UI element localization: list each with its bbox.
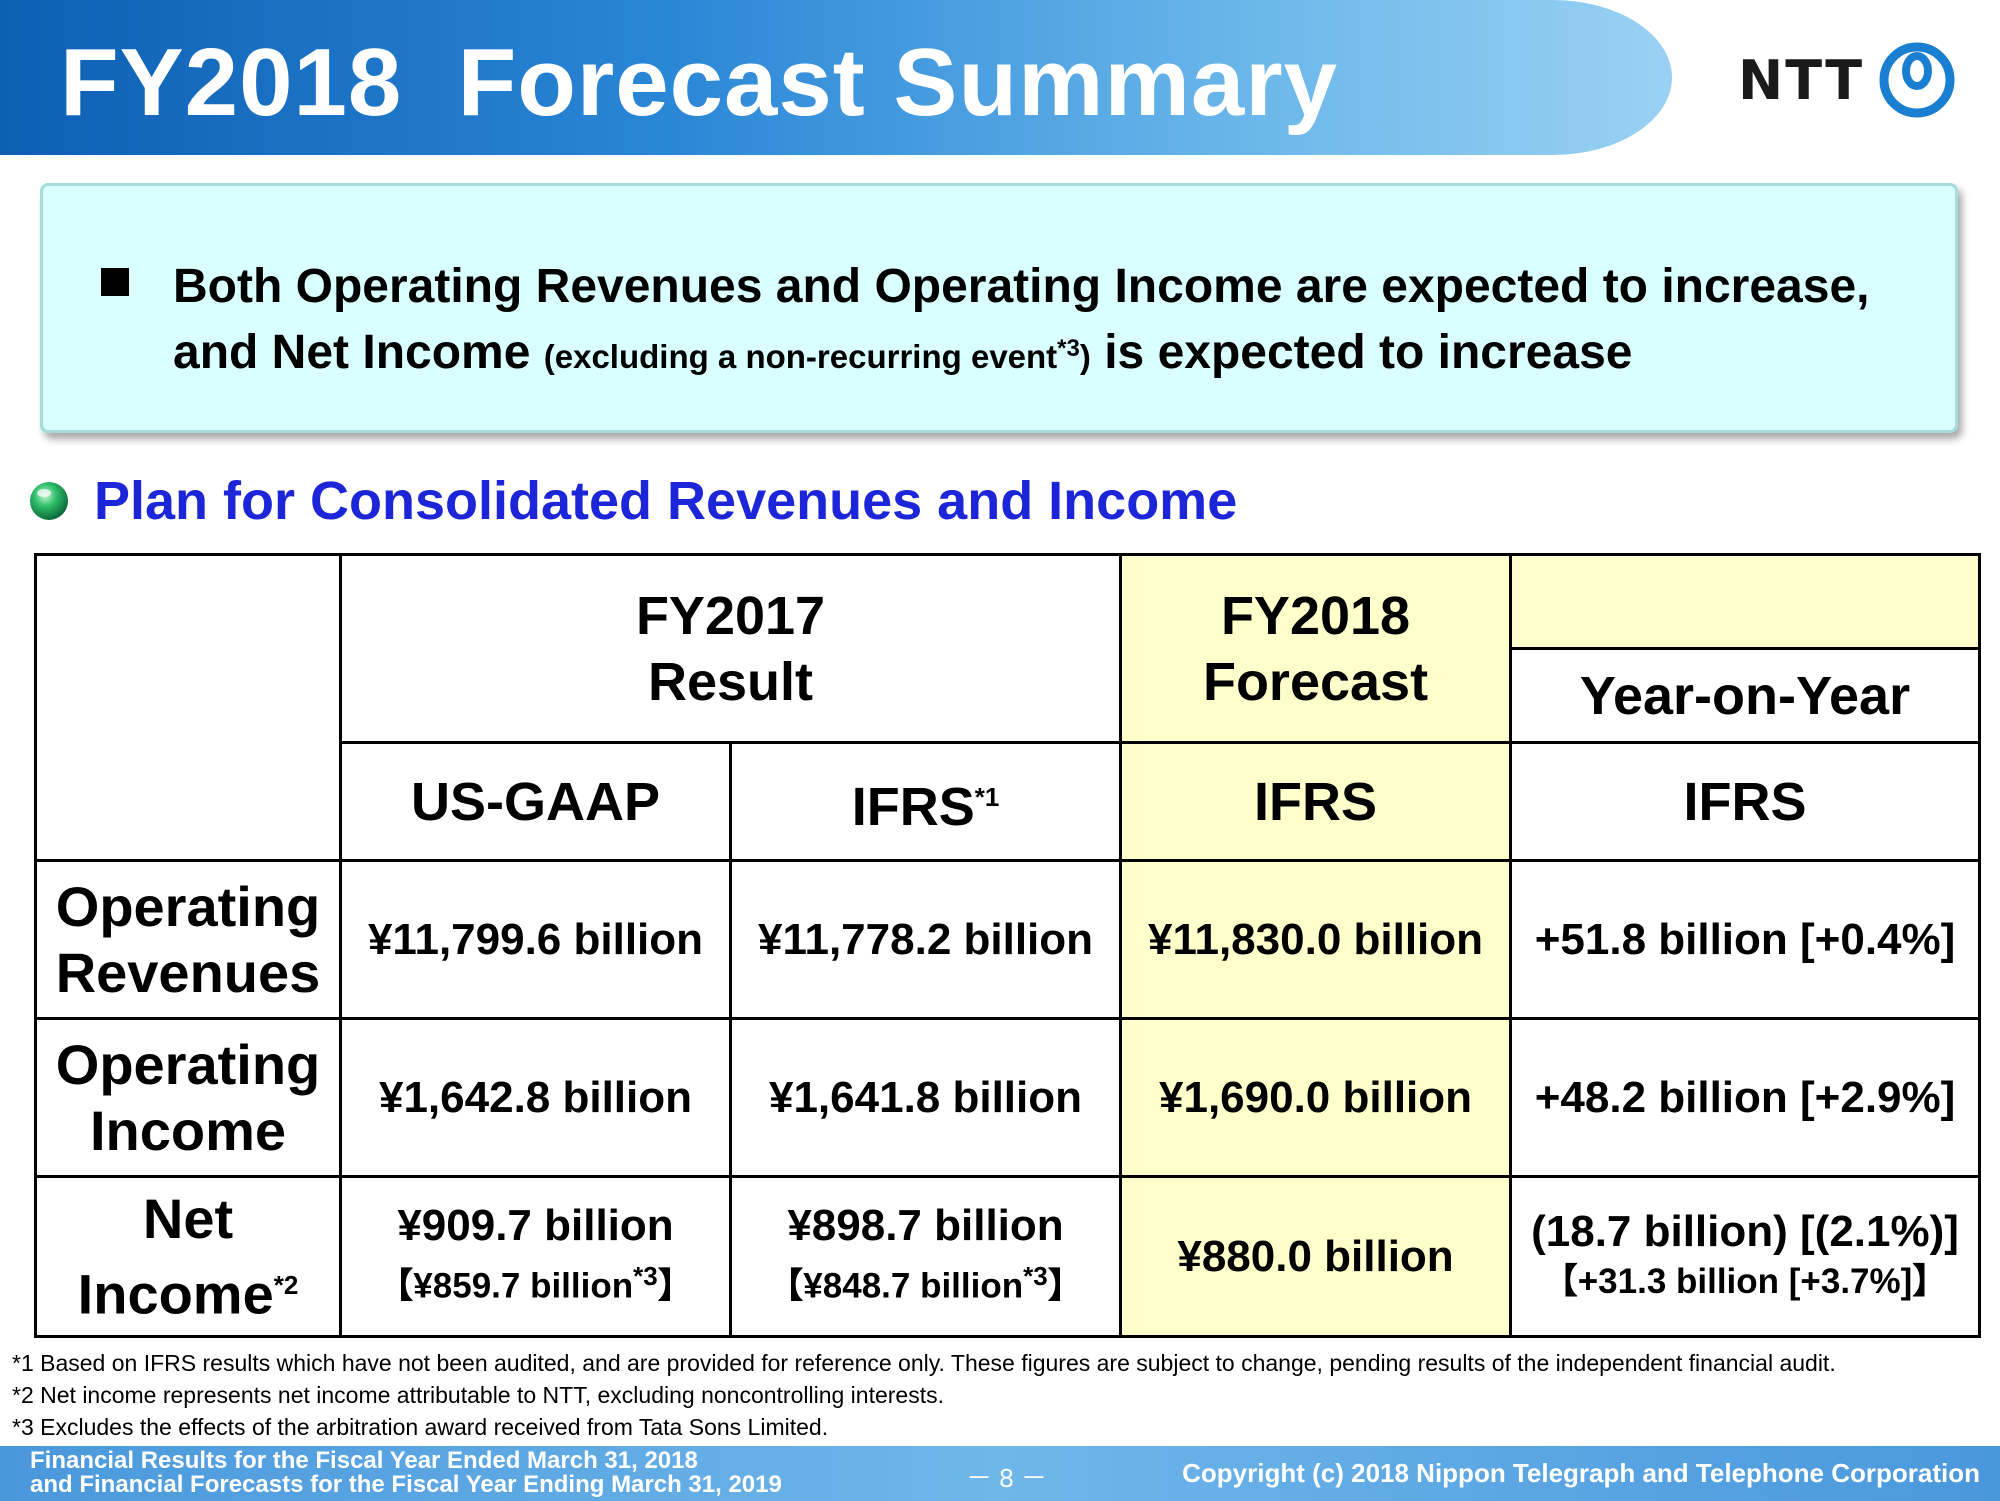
fy2018-header-line1: FY2018 [1220,585,1411,646]
summary-line-2-part2: is expected to increase [1104,326,1633,379]
footnote-2: *2 Net income represents net income attr… [12,1382,944,1408]
summary-footnote-ref: *3 [1057,335,1080,362]
cell-usgaap-sub: 【¥859.7 billion*3】 [342,1251,729,1312]
row-label-line2: Revenues [55,940,321,1004]
page-title: FY2018 Forecast Summary [60,29,1338,136]
forecast-extension-cell [1510,553,1982,650]
cell-ifrs-sub-text: 【¥848.7 billion [768,1266,1024,1306]
col-ifrs-label: IFRS [851,776,975,837]
cell-ifrs-sub: 【¥848.7 billion*3】 [732,1251,1119,1312]
footer-bar: Financial Results for the Fiscal Year En… [0,1446,2000,1501]
summary-text: Both Operating Revenues and Operating In… [133,256,1869,388]
footnote-1: *1 Based on IFRS results which have not … [12,1350,1836,1376]
cell-forecast: ¥11,830.0 billion [1119,859,1513,1020]
row-label-line1: Operating [55,1032,321,1096]
summary-line-2: and Net Income (excluding a non-recurrin… [173,318,1869,388]
row-label-operating-income: Operating Income [34,1017,342,1178]
cell-yoy-sub: 【+31.3 billion [+3.7%]】 [1542,1261,1948,1301]
cell-ifrs-main: ¥898.7 billion [787,1201,1064,1251]
col-usgaap-header: US-GAAP [339,741,732,862]
row-label-line2-wrap: Income*2 [37,1252,339,1328]
row-label-footnote-ref: *2 [273,1269,299,1300]
section-heading: Plan for Consolidated Revenues and Incom… [28,470,1237,532]
ntt-logo: NTT [1738,40,1956,120]
cell-usgaap-main: ¥909.7 billion [397,1201,674,1251]
row-label-operating-revenues: Operating Revenues [34,859,342,1020]
cell-forecast: ¥880.0 billion [1119,1175,1513,1338]
cell-ifrs-footnote-ref: *3 [1023,1261,1048,1292]
globe-bullet-icon [30,482,68,520]
summary-box: Both Operating Revenues and Operating In… [40,183,1958,433]
cell-usgaap-sub-text: 【¥859.7 billion [378,1266,634,1306]
row-label-net-income: Net Income*2 [34,1175,342,1338]
footer-title-line1: Financial Results for the Fiscal Year En… [30,1447,698,1474]
col-yoy-ifrs-header: IFRS [1509,741,1982,862]
yoy-header: Year-on-Year [1509,647,1982,744]
fy2018-header: FY2018 Forecast [1119,553,1513,744]
summary-line-2-part1: and Net Income [173,326,531,379]
cell-ifrs: ¥11,778.2 billion [728,859,1123,1020]
row-label-line1: Net [142,1186,234,1250]
cell-usgaap: ¥1,642.8 billion [339,1017,732,1178]
cell-ifrs: ¥1,641.8 billion [728,1017,1123,1178]
cell-usgaap-footnote-ref: *3 [633,1261,658,1292]
copyright: Copyright (c) 2018 Nippon Telegraph and … [1182,1458,1980,1488]
cell-usgaap: ¥909.7 billion 【¥859.7 billion*3】 [339,1175,732,1338]
summary-small-text: (excluding a non-recurring event [543,338,1058,375]
logo-text: NTT [1738,48,1865,112]
square-bullet-icon [101,268,129,296]
col-forecast-ifrs-header: IFRS [1119,741,1513,862]
row-label-line2: Income [89,1098,287,1162]
footer-title: Financial Results for the Fiscal Year En… [30,1449,782,1497]
table-row-net-income: Net Income*2 ¥909.7 billion 【¥859.7 bill… [34,1175,1982,1338]
cell-yoy-main: (18.7 billion) [(2.1%)] [1531,1206,1959,1256]
cell-yoy: (18.7 billion) [(2.1%)] 【+31.3 billion [… [1509,1175,1982,1338]
page-number: － 8 － [966,1463,1047,1493]
row-label-line2: Income [77,1262,274,1326]
cell-forecast: ¥1,690.0 billion [1119,1017,1513,1178]
title-banner [0,0,1672,155]
revenue-income-table: FY2017 Result FY2018 Forecast Year-on-Ye… [34,553,1982,1338]
summary-paren-note: (excluding a non-recurring event*3) [543,335,1091,375]
cell-ifrs-sub-close: 】 [1047,1266,1083,1306]
fy2017-header-line1: FY2017 [635,585,826,646]
footnotes: *1 Based on IFRS results which have not … [12,1347,1836,1443]
col-ifrs-footnote-ref: *1 [974,781,1000,812]
cell-yoy: +48.2 billion [+2.9%] [1509,1017,1982,1178]
cell-yoy: +51.8 billion [+0.4%] [1509,859,1982,1020]
table-row-operating-income: Operating Income ¥1,642.8 billion ¥1,641… [34,1017,1982,1178]
footnote-3: *3 Excludes the effects of the arbitrati… [12,1414,829,1440]
cell-ifrs: ¥898.7 billion 【¥848.7 billion*3】 [728,1175,1123,1338]
footer-title-line2: and Financial Forecasts for the Fiscal Y… [30,1471,782,1498]
fy2017-header-line2: Result [647,651,814,712]
cell-usgaap: ¥11,799.6 billion [339,859,732,1020]
cell-usgaap-sub-close: 】 [657,1266,693,1306]
summary-line-1: Both Operating Revenues and Operating In… [173,260,1870,313]
table-corner-cell [34,553,342,862]
fy2017-header: FY2017 Result [338,553,1123,744]
summary-small-close: ) [1079,338,1091,375]
fy2018-header-line2: Forecast [1202,651,1429,712]
col-ifrs-header: IFRS*1 [728,741,1123,862]
ntt-circle-logo-icon [1879,42,1955,118]
table-row-operating-revenues: Operating Revenues ¥11,799.6 billion ¥11… [34,859,1982,1020]
row-label-line1: Operating [55,874,321,938]
section-title: Plan for Consolidated Revenues and Incom… [94,471,1238,531]
